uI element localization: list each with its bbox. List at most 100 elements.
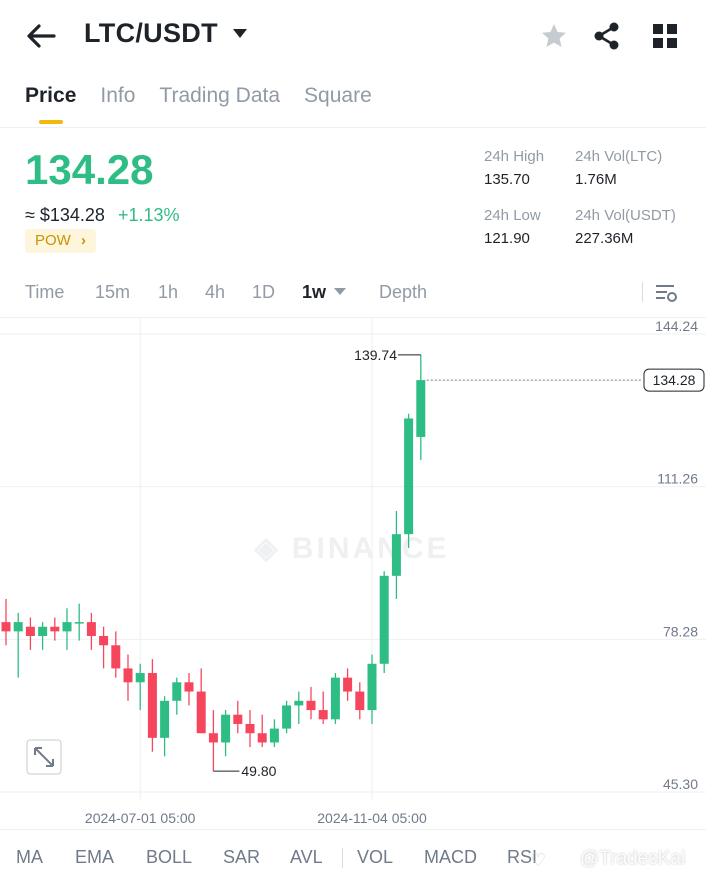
candle-body [367, 663, 377, 711]
interval-depth[interactable]: Depth [379, 282, 428, 302]
candle-body [38, 626, 48, 637]
candle-body [330, 677, 340, 720]
candle-body [208, 733, 218, 743]
candle-body [282, 705, 292, 729]
stat-label: 24h Vol(LTC) [575, 148, 663, 165]
candle-body [306, 700, 316, 711]
interval-1d[interactable]: 1D [252, 282, 276, 302]
last-price-label: 134.28 [653, 372, 696, 388]
top-bar: LTC/USDT [0, 0, 706, 72]
indicator-sar[interactable]: SAR [223, 847, 261, 867]
candlestick-chart[interactable]: 144.24 111.26 78.28 45.30 2024-07-01 05:00 20… [0, 318, 706, 830]
y-tick-label: 78.28 [663, 623, 698, 639]
indicator-ema[interactable]: EMA [75, 847, 115, 867]
interval-1h[interactable]: 1h [158, 282, 179, 302]
candle-body [269, 728, 279, 743]
candle-body [123, 668, 133, 683]
candle-body [172, 682, 182, 701]
candle-body [74, 622, 84, 624]
candle-body [86, 622, 96, 637]
candle-body [416, 380, 426, 437]
stat-24h-low: 24h Low 121.90 [484, 207, 541, 247]
stat-value: 227.36M [575, 230, 634, 247]
candle-body [50, 626, 60, 632]
candle-body [160, 700, 170, 738]
candle-body [147, 673, 157, 738]
interval-4h[interactable]: 4h [205, 282, 226, 302]
y-tick-label: 45.30 [663, 776, 698, 792]
indicator-macd[interactable]: MACD [424, 847, 477, 867]
stat-24h-vol-ltc: 24h Vol(LTC) 1.76M [575, 148, 662, 188]
candle-body [233, 714, 243, 724]
candle-body [343, 677, 353, 692]
stat-24h-vol-usdt: 24h Vol(USDT) 227.36M [575, 207, 676, 247]
indicator-ma[interactable]: MA [16, 847, 43, 867]
pair-title[interactable]: LTC/USDT [84, 18, 218, 48]
candle-body [13, 622, 23, 632]
stat-label: 24h Vol(USDT) [575, 207, 676, 224]
interval-15m[interactable]: 15m [95, 282, 131, 302]
usd-price: ≈ $134.28 [25, 205, 105, 225]
candle-body [1, 622, 11, 632]
pow-tag-label: POW [35, 232, 71, 249]
candle-body [294, 700, 304, 706]
pow-tag[interactable]: POW › [25, 229, 97, 253]
max-label: 139.74 [354, 347, 397, 363]
divider [342, 848, 343, 868]
interval-bar: Time 15m 1h 4h 1D 1w Depth [0, 276, 706, 310]
fullscreen-icon[interactable] [26, 739, 62, 775]
interval-time[interactable]: Time [25, 282, 65, 302]
x-tick-label: 2024-07-01 05:00 [85, 810, 196, 826]
indicator-bar: MA EMA BOLL SAR AVL VOL MACD RSI [0, 844, 706, 874]
tab-square[interactable]: Square [304, 84, 372, 107]
candle-body [62, 622, 72, 632]
main-tabs: Price Info Trading Data Square [25, 84, 396, 128]
candle-body [404, 418, 414, 535]
price-change: +1.13% [118, 205, 180, 225]
last-price-box [643, 368, 705, 392]
divider [0, 127, 706, 128]
tab-info[interactable]: Info [100, 84, 136, 107]
stat-label: 24h High [484, 148, 545, 165]
tab-trading-data[interactable]: Trading Data [159, 84, 281, 107]
indicator-vol[interactable]: VOL [357, 847, 394, 867]
indicator-avl[interactable]: AVL [290, 847, 323, 867]
caret-down-icon[interactable] [233, 29, 247, 38]
candle-body [196, 691, 206, 734]
chevron-right-icon: › [81, 232, 87, 249]
candle-body [391, 534, 401, 576]
candle-body [221, 714, 231, 743]
heart-icon: ♡ [530, 850, 547, 870]
candle-body [379, 575, 389, 664]
stat-label: 24h Low [484, 207, 541, 224]
interval-caret-icon[interactable] [334, 288, 346, 295]
x-tick-label: 2024-11-04 05:00 [317, 810, 427, 826]
grid-icon[interactable] [652, 23, 678, 49]
tab-price[interactable]: Price [25, 84, 76, 128]
candle-body [184, 682, 194, 692]
candle-body [111, 645, 121, 669]
divider [642, 282, 643, 302]
divider [0, 829, 706, 830]
back-arrow-icon[interactable] [24, 20, 58, 52]
candle-body [99, 636, 109, 646]
divider [0, 317, 706, 318]
stat-value: 1.76M [575, 171, 617, 188]
interval-1w[interactable]: 1w [302, 282, 327, 302]
watermark-text: ◈ BINANCE [253, 532, 449, 565]
candle-body [25, 626, 35, 637]
indicator-rsi[interactable]: RSI [507, 847, 538, 867]
last-price: 134.28 [25, 146, 154, 193]
stat-value: 135.70 [484, 171, 530, 188]
stat-24h-high: 24h High 135.70 [484, 148, 544, 188]
star-icon[interactable] [540, 22, 568, 50]
chart-settings-icon[interactable] [654, 282, 678, 304]
min-label: 49.80 [241, 763, 276, 779]
y-tick-label: 144.24 [655, 318, 698, 334]
candle-body [318, 710, 328, 720]
y-tick-label: 111.26 [657, 471, 698, 487]
candle-body [245, 723, 255, 734]
indicator-boll[interactable]: BOLL [146, 847, 193, 867]
share-icon[interactable] [592, 21, 622, 51]
candle-body [355, 691, 365, 711]
